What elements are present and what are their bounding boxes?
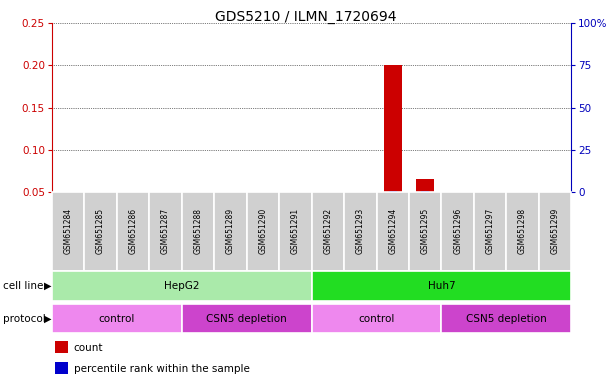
Bar (416, 179, 434, 234)
Text: GSM651289: GSM651289 (226, 208, 235, 255)
Bar (84, 192, 117, 271)
Text: GSM651285: GSM651285 (96, 208, 105, 255)
Text: GSM651284: GSM651284 (64, 208, 73, 255)
Bar (54, 362, 68, 374)
Text: Huh7: Huh7 (428, 281, 455, 291)
Bar (52, 271, 312, 301)
Bar (52, 304, 182, 333)
Text: control: control (358, 314, 395, 324)
Bar (54, 341, 68, 353)
Text: GSM651297: GSM651297 (486, 208, 495, 255)
Text: HepG2: HepG2 (164, 281, 200, 291)
Text: ▶: ▶ (44, 281, 51, 291)
Bar (474, 192, 507, 271)
Text: GSM651286: GSM651286 (128, 208, 137, 255)
Text: GSM651299: GSM651299 (551, 208, 560, 255)
Bar (442, 304, 571, 333)
Bar (507, 192, 539, 271)
Bar (376, 192, 409, 271)
Bar (312, 304, 442, 333)
Text: GSM651288: GSM651288 (194, 209, 202, 254)
Bar (214, 192, 247, 271)
Text: GSM651298: GSM651298 (518, 208, 527, 255)
Text: control: control (98, 314, 135, 324)
Bar (539, 192, 571, 271)
Text: GSM651296: GSM651296 (453, 208, 462, 255)
Bar (117, 192, 149, 271)
Text: GSM651293: GSM651293 (356, 208, 365, 255)
Text: GSM651290: GSM651290 (258, 208, 268, 255)
Bar (344, 192, 376, 271)
Text: GSM651287: GSM651287 (161, 208, 170, 255)
Bar (384, 65, 401, 234)
Text: GSM651292: GSM651292 (323, 208, 332, 255)
Bar (247, 192, 279, 271)
Bar (409, 192, 442, 271)
Bar (442, 192, 474, 271)
Text: GSM651294: GSM651294 (388, 208, 397, 255)
Text: GDS5210 / ILMN_1720694: GDS5210 / ILMN_1720694 (214, 10, 397, 23)
Text: ▶: ▶ (44, 314, 51, 324)
Bar (279, 192, 312, 271)
Text: protocol: protocol (3, 314, 46, 324)
Text: CSN5 depletion: CSN5 depletion (466, 314, 547, 324)
Bar (312, 271, 571, 301)
Text: count: count (74, 343, 103, 353)
Bar (312, 192, 344, 271)
Bar (182, 304, 312, 333)
Bar (389, 191, 397, 192)
Text: cell line: cell line (3, 281, 43, 291)
Text: percentile rank within the sample: percentile rank within the sample (74, 364, 250, 374)
Text: CSN5 depletion: CSN5 depletion (207, 314, 287, 324)
Bar (182, 192, 214, 271)
Bar (52, 192, 84, 271)
Text: GSM651295: GSM651295 (421, 208, 430, 255)
Text: GSM651291: GSM651291 (291, 208, 300, 255)
Bar (421, 191, 430, 192)
Bar (149, 192, 182, 271)
